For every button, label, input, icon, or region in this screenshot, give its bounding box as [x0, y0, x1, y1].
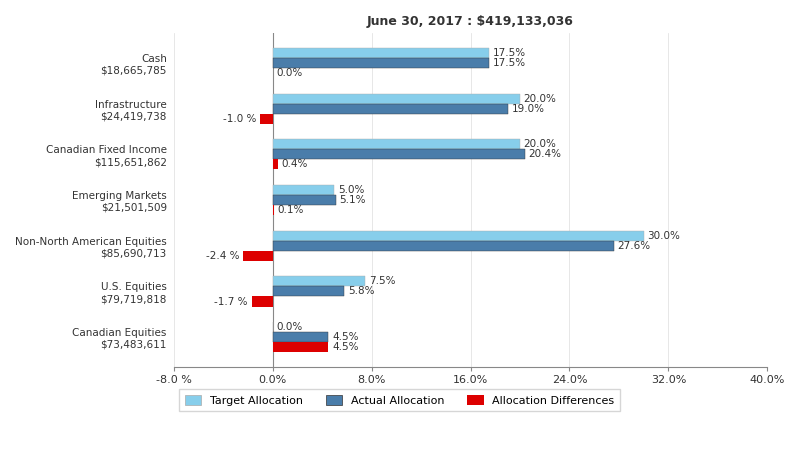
Text: 5.0%: 5.0% [338, 185, 365, 195]
Bar [273, 231, 644, 241]
Text: 0.1%: 0.1% [278, 205, 304, 215]
Legend: Target Allocation, Actual Allocation, Allocation Differences: Target Allocation, Actual Allocation, Al… [179, 389, 620, 411]
Text: -1.0 %: -1.0 % [223, 114, 257, 124]
Text: 0.4%: 0.4% [282, 159, 308, 170]
Bar [243, 251, 273, 261]
Text: 5.1%: 5.1% [339, 195, 366, 205]
Bar [273, 159, 278, 170]
Text: 20.4%: 20.4% [529, 149, 562, 159]
Text: -2.4 %: -2.4 % [206, 251, 239, 261]
Text: 17.5%: 17.5% [493, 58, 526, 68]
Text: 20.0%: 20.0% [524, 94, 557, 103]
Bar [273, 94, 520, 103]
Bar [273, 195, 336, 205]
Bar [273, 48, 489, 58]
Bar [273, 185, 334, 195]
Text: 0.0%: 0.0% [276, 68, 302, 78]
Bar [273, 140, 520, 149]
Text: 5.8%: 5.8% [348, 286, 374, 297]
Bar [273, 332, 328, 342]
Text: 4.5%: 4.5% [332, 332, 358, 342]
Text: -1.7 %: -1.7 % [214, 297, 248, 306]
Text: 19.0%: 19.0% [511, 103, 544, 114]
Bar [273, 241, 614, 251]
Bar [273, 286, 344, 297]
Text: 20.0%: 20.0% [524, 140, 557, 149]
Text: 30.0%: 30.0% [647, 231, 680, 241]
Bar [273, 58, 489, 68]
Bar [273, 276, 366, 286]
Title: June 30, 2017 : $419,133,036: June 30, 2017 : $419,133,036 [367, 15, 574, 28]
Bar [273, 205, 274, 215]
Bar [260, 114, 273, 124]
Text: 0.0%: 0.0% [276, 322, 302, 332]
Bar [273, 342, 328, 352]
Text: 27.6%: 27.6% [618, 241, 650, 251]
Text: 7.5%: 7.5% [369, 276, 395, 286]
Bar [273, 103, 508, 114]
Text: 4.5%: 4.5% [332, 342, 358, 352]
Bar [273, 149, 525, 159]
Bar [252, 297, 273, 307]
Text: 17.5%: 17.5% [493, 48, 526, 58]
